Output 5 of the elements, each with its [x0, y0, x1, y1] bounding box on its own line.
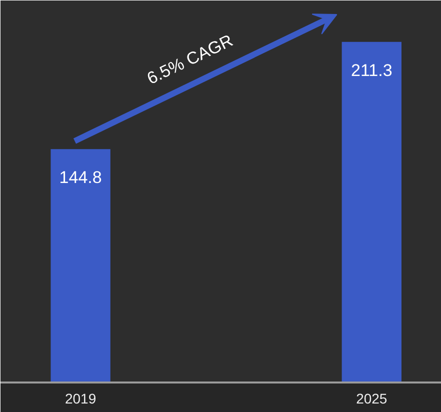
- x-tick-label: 2025: [356, 390, 388, 406]
- annotation: 6.5% CAGR: [144, 30, 236, 88]
- data-label: 211.3: [351, 60, 392, 80]
- x-tick-label: 2019: [64, 390, 96, 406]
- data-label: 144.8: [59, 168, 102, 188]
